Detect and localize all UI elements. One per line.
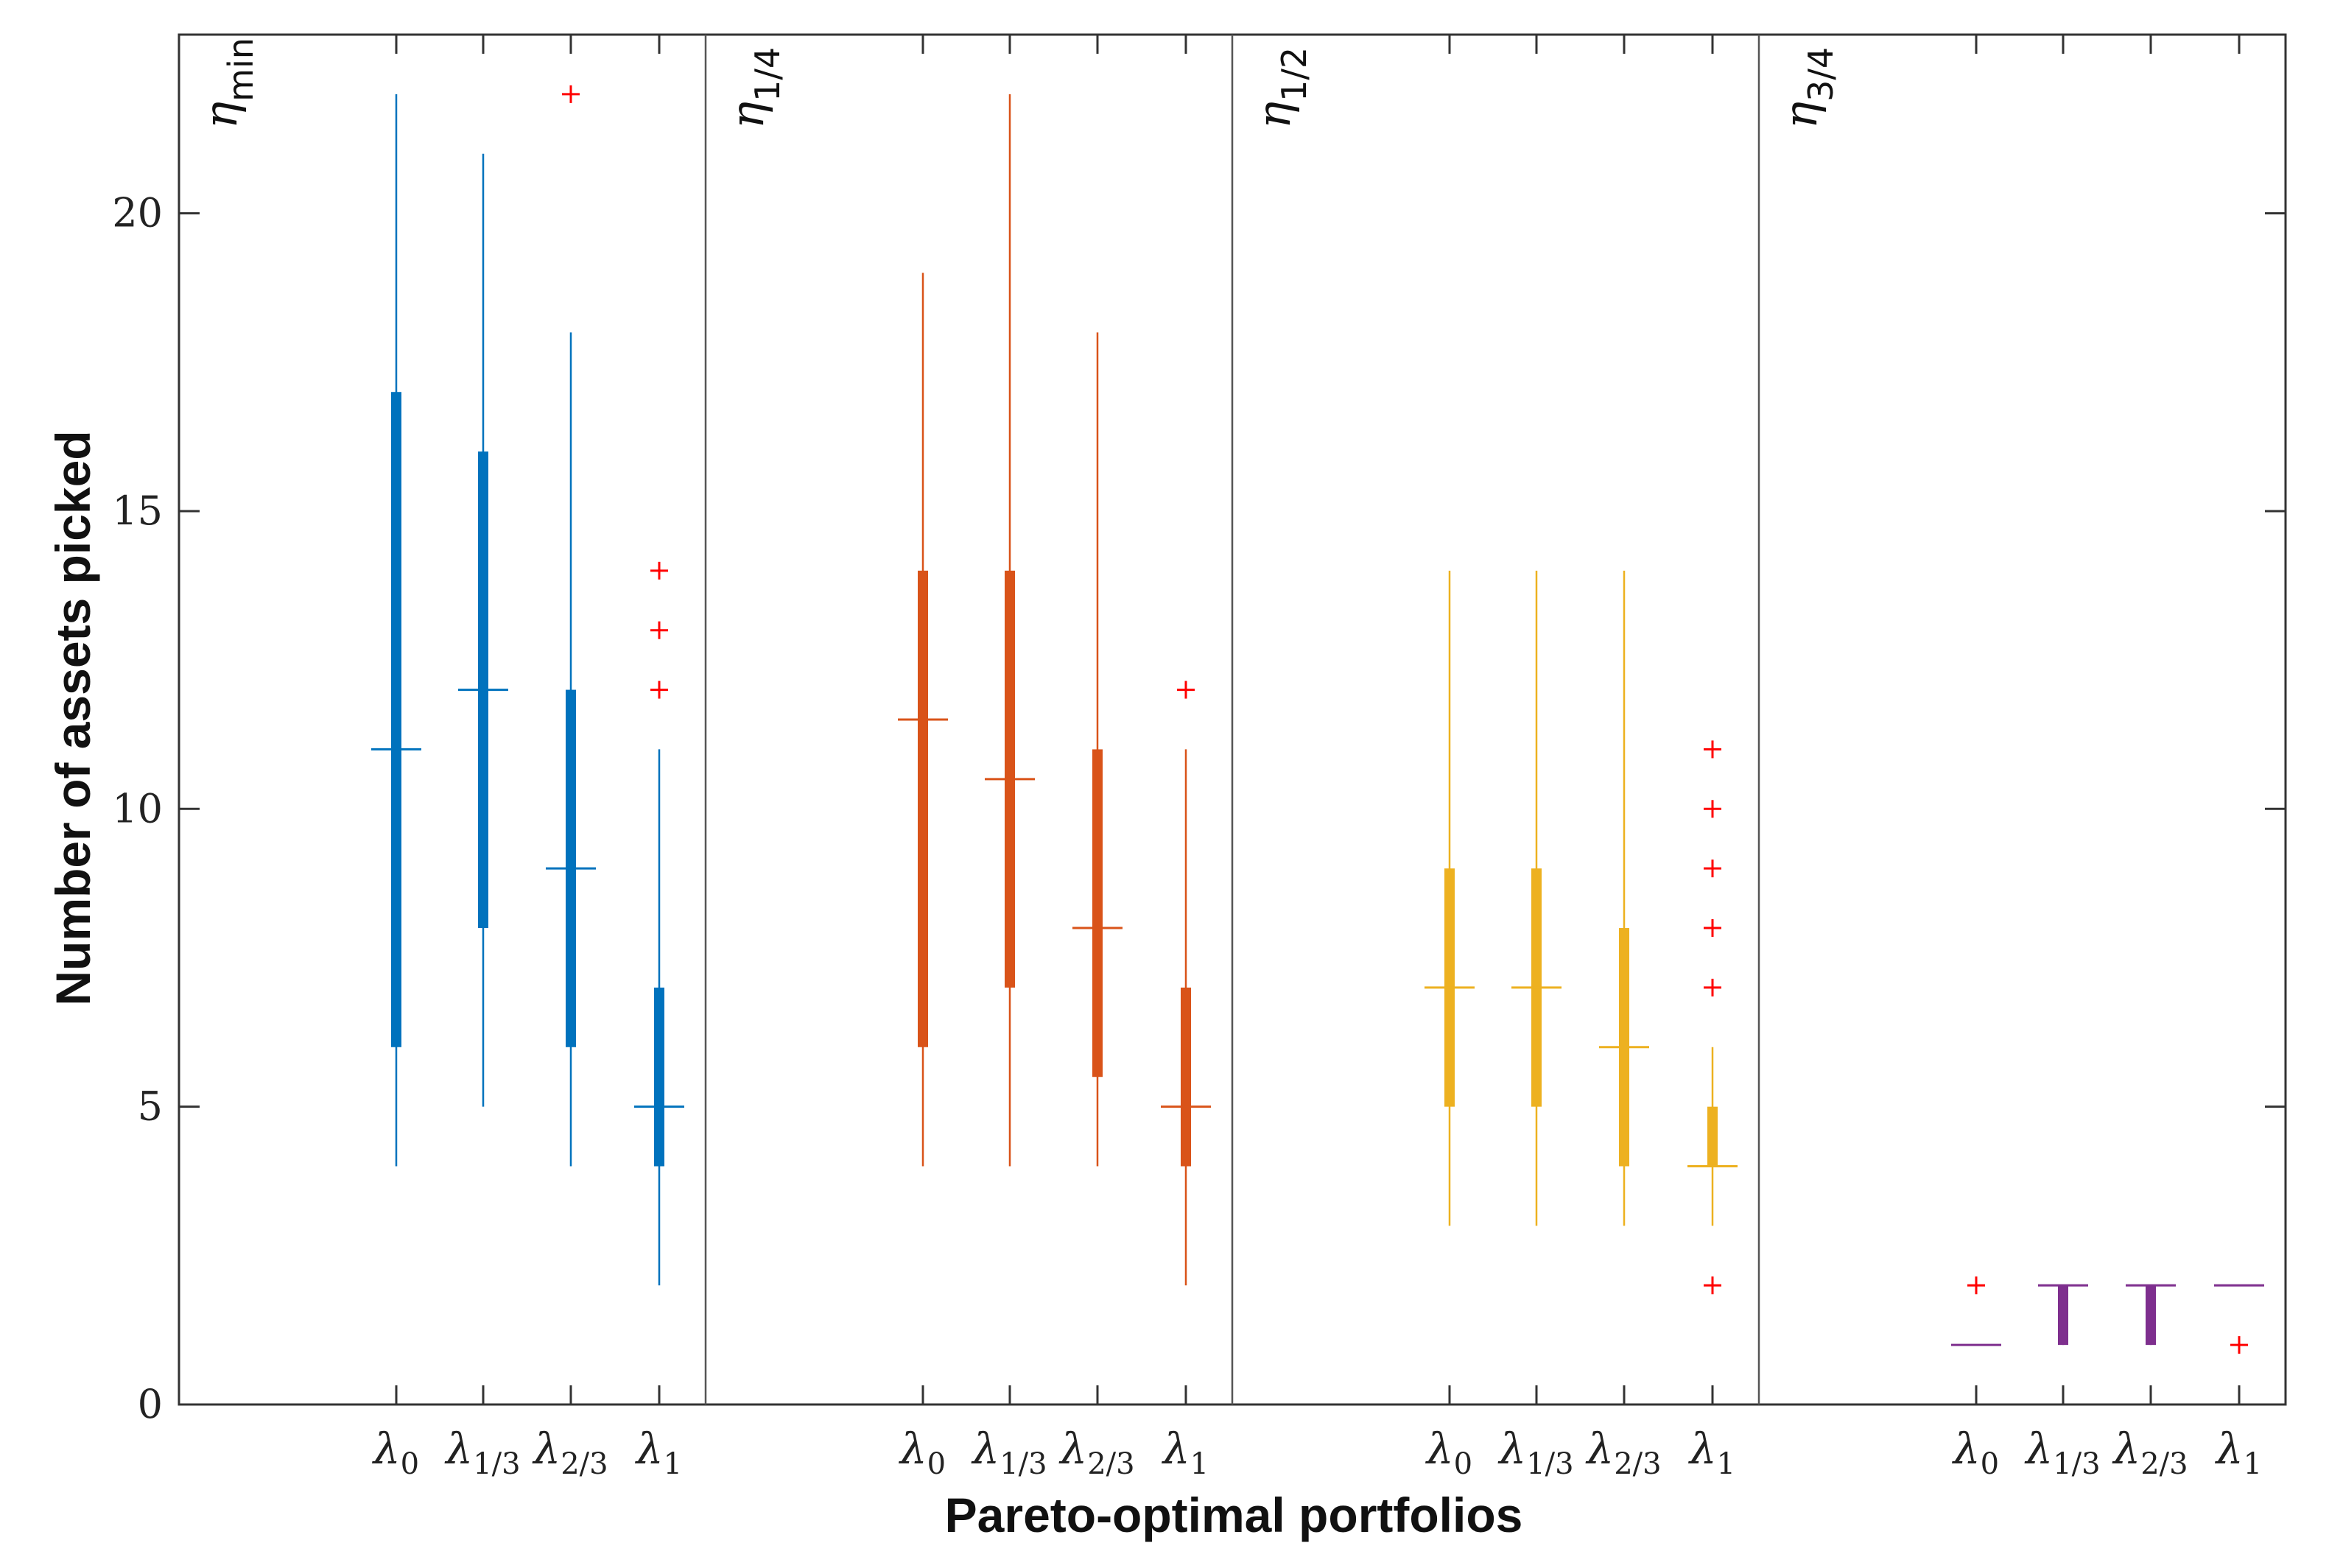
x-category-label: λ1/3 bbox=[444, 1424, 520, 1481]
x-category-label: λ1/3 bbox=[1497, 1424, 1573, 1481]
y-tick-label: 20 bbox=[112, 190, 163, 236]
box bbox=[654, 987, 664, 1167]
y-axis-title: Number of assets picked bbox=[46, 430, 100, 1005]
panel-label: η1/2 bbox=[1247, 47, 1314, 129]
panel-label: η1/4 bbox=[720, 47, 787, 129]
outlier-marker bbox=[650, 621, 668, 639]
x-category-label: λ1 bbox=[635, 1424, 682, 1481]
outlier-marker bbox=[650, 681, 668, 699]
y-tick-label: 15 bbox=[112, 488, 163, 534]
x-category-label: λ2/3 bbox=[1058, 1424, 1134, 1481]
box bbox=[391, 392, 401, 1047]
x-category-label: λ1 bbox=[2215, 1424, 2262, 1481]
x-category-label: λ0 bbox=[1952, 1424, 1999, 1481]
outlier-marker bbox=[650, 561, 668, 580]
outlier-marker bbox=[1704, 978, 1721, 996]
box bbox=[2058, 1285, 2068, 1346]
outlier-marker bbox=[1177, 681, 1195, 699]
x-category-label: λ1 bbox=[1162, 1424, 1209, 1481]
x-category-label: λ1 bbox=[1688, 1424, 1735, 1481]
x-category-label: λ2/3 bbox=[1585, 1424, 1661, 1481]
y-tick-label: 0 bbox=[138, 1381, 163, 1427]
outlier-marker bbox=[1704, 1276, 1721, 1295]
outlier-marker bbox=[1704, 859, 1721, 878]
x-category-label: λ2/3 bbox=[532, 1424, 608, 1481]
outlier-marker bbox=[2230, 1336, 2248, 1354]
outlier-marker bbox=[1704, 800, 1721, 818]
box bbox=[1092, 749, 1103, 1077]
x-category-label: λ2/3 bbox=[2112, 1424, 2188, 1481]
box bbox=[1181, 987, 1191, 1167]
x-category-label: λ0 bbox=[899, 1424, 946, 1481]
y-tick-label: 5 bbox=[138, 1083, 163, 1130]
outlier-marker bbox=[562, 85, 580, 103]
x-category-label: λ0 bbox=[372, 1424, 419, 1481]
outlier-marker bbox=[1704, 919, 1721, 938]
outlier-marker bbox=[1967, 1276, 1985, 1295]
box bbox=[918, 570, 928, 1047]
x-category-label: λ1/3 bbox=[2024, 1424, 2100, 1481]
x-category-label: λ0 bbox=[1425, 1424, 1472, 1481]
x-category-label: λ1/3 bbox=[971, 1424, 1047, 1481]
box bbox=[1707, 1106, 1718, 1167]
panel-label: η3/4 bbox=[1774, 47, 1841, 129]
panel-label: ηmin bbox=[194, 38, 261, 129]
outlier-marker bbox=[1704, 740, 1721, 759]
y-tick-label: 10 bbox=[112, 785, 163, 832]
box bbox=[2146, 1285, 2156, 1346]
x-axis-title: Pareto-optimal portfolios bbox=[945, 1488, 1523, 1542]
